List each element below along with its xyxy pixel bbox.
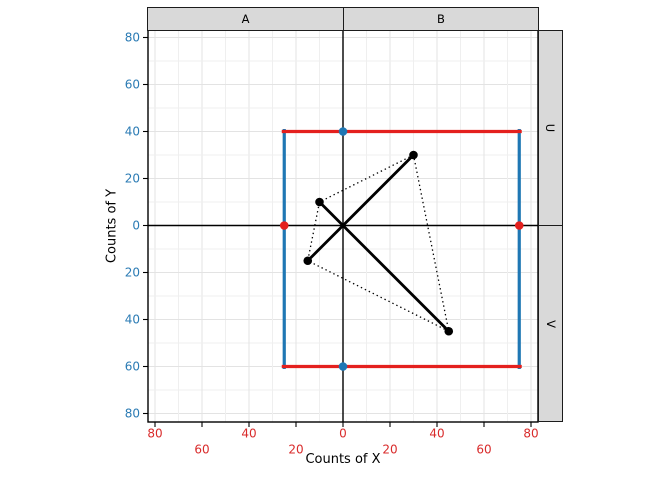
- y-tick-label: 40: [125, 313, 140, 327]
- data-point-black: [315, 197, 324, 207]
- data-point-black: [303, 256, 313, 266]
- x-tick-label: 20: [288, 443, 303, 457]
- facet-strip-u: U: [538, 30, 563, 226]
- y-tick-label: 40: [125, 125, 140, 139]
- facet-strip-v: V: [538, 225, 563, 422]
- facet-strip-a: A: [147, 7, 344, 31]
- facet-strip-a-label: A: [241, 12, 250, 26]
- x-tick-label: 40: [429, 427, 444, 441]
- solid-segment: [306, 154, 415, 262]
- x-tick-label: 80: [523, 427, 538, 441]
- x-tick-label: 20: [382, 443, 397, 457]
- facet-strip-v-label: V: [543, 319, 558, 328]
- facet-strip-u-label: U: [543, 123, 558, 133]
- data-point-red: [514, 221, 524, 230]
- facet-strip-b: B: [343, 7, 539, 31]
- y-axis-title: Counts of Y: [104, 188, 120, 264]
- y-tick-label: 20: [125, 172, 140, 186]
- y-tick-label: 60: [125, 360, 140, 374]
- data-point-black: [444, 326, 454, 336]
- solid-segment: [318, 201, 450, 333]
- data-point-black: [409, 150, 418, 160]
- data-point-blue: [338, 362, 348, 371]
- x-tick-label: 80: [147, 427, 162, 441]
- facet-strip-b-label: B: [437, 12, 445, 26]
- x-tick-label: 40: [241, 427, 256, 441]
- x-tick-label: 60: [194, 443, 209, 457]
- y-tick-label: 20: [125, 266, 140, 280]
- data-point-red: [279, 221, 289, 230]
- y-tick-label: 80: [125, 407, 140, 421]
- data-point-blue: [338, 127, 348, 136]
- y-tick-label: 60: [125, 78, 140, 92]
- x-tick-label: 60: [476, 443, 491, 457]
- x-tick-label: 0: [339, 427, 347, 441]
- y-tick-label: 80: [125, 31, 140, 45]
- x-axis-title: Counts of X: [305, 452, 381, 467]
- y-tick-label: 0: [132, 219, 140, 233]
